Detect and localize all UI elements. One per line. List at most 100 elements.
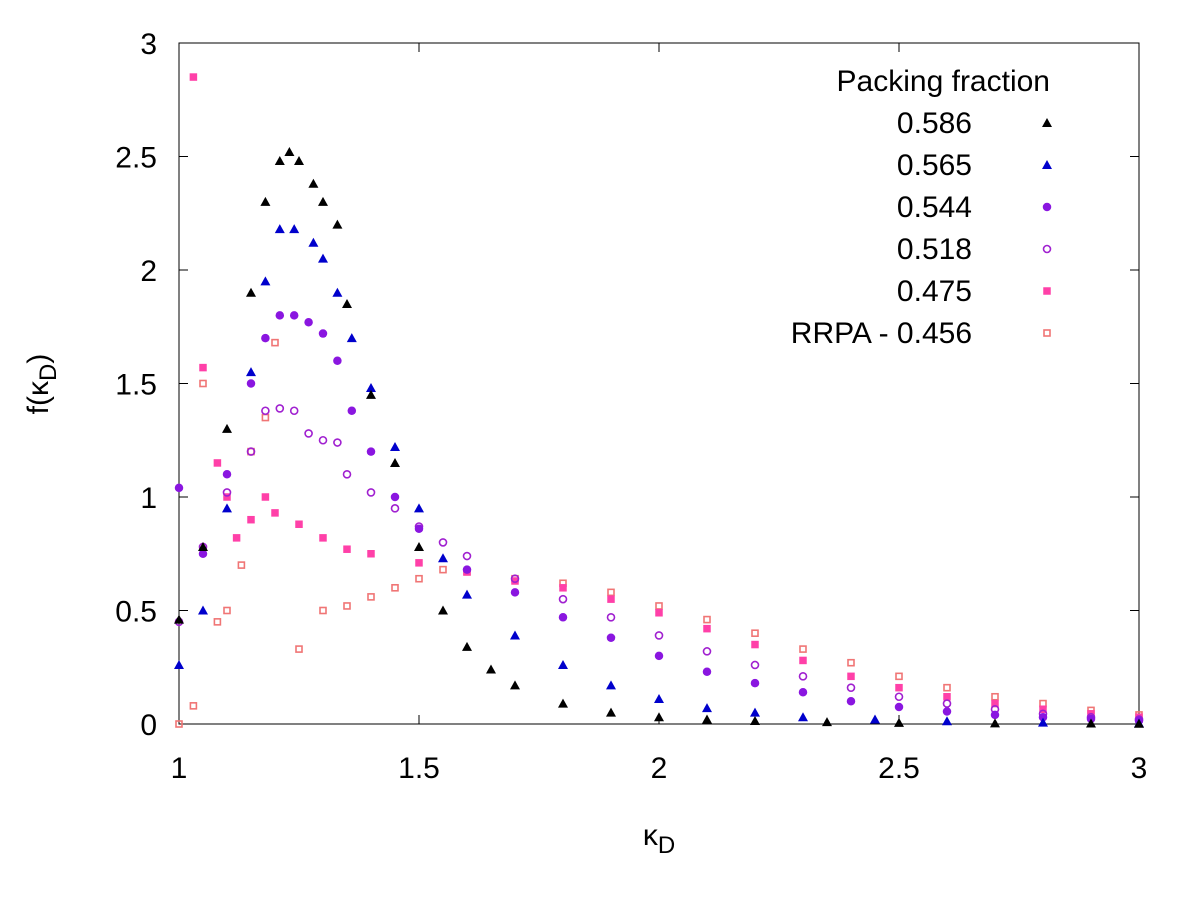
data-point: [942, 707, 952, 716]
series-0-544: [174, 311, 1144, 725]
data-point: [510, 630, 520, 640]
data-point: [702, 714, 712, 724]
y-tick-label: 0.5: [115, 596, 157, 629]
data-point: [895, 683, 903, 692]
data-point: [1134, 718, 1144, 728]
data-point: [750, 678, 760, 688]
data-point: [990, 710, 1000, 720]
data-point: [289, 224, 300, 234]
data-point: [822, 717, 832, 727]
data-point: [438, 538, 448, 547]
data-point: [333, 438, 342, 447]
data-point: [702, 703, 712, 713]
y-tick-label: 2: [140, 255, 157, 288]
data-point: [246, 447, 256, 456]
data-point: [295, 520, 303, 528]
data-point: [510, 588, 520, 597]
data-point: [222, 488, 232, 497]
data-point: [366, 389, 376, 399]
data-point: [332, 219, 343, 229]
legend-label: 0.544: [897, 191, 972, 224]
legend-label: 0.518: [897, 233, 972, 266]
y-axis-label-sub: D: [35, 364, 62, 381]
legend: Packing fraction 0.586 0.565 0.544 0.518 0.4…: [791, 65, 1052, 350]
data-point: [274, 156, 285, 166]
data-point: [558, 659, 568, 669]
data-point: [702, 647, 712, 656]
data-point: [318, 196, 328, 206]
data-point: [198, 541, 208, 551]
data-point: [222, 470, 232, 479]
data-point: [260, 196, 271, 206]
data-point: [750, 707, 760, 717]
data-point: [558, 613, 568, 622]
data-point: [347, 406, 357, 415]
data-point: [367, 550, 375, 558]
data-point: [654, 651, 664, 661]
y-tick-label: 1.5: [115, 369, 157, 402]
legend-marker: [1042, 118, 1052, 127]
data-point: [390, 442, 400, 452]
data-point: [275, 404, 285, 413]
data-point: [942, 699, 952, 708]
data-point: [304, 317, 313, 327]
data-point: [318, 253, 328, 263]
x-tick-label: 2: [651, 752, 668, 785]
data-point: [174, 483, 184, 493]
data-point: [415, 574, 423, 583]
data-point: [895, 672, 903, 681]
data-point: [798, 712, 808, 722]
data-point: [751, 640, 759, 649]
y-axis-label: f(κD): [22, 354, 62, 415]
data-point: [798, 687, 808, 697]
data-point: [655, 609, 663, 617]
data-point: [223, 493, 231, 501]
data-point: [750, 660, 760, 670]
data-point: [990, 718, 1000, 728]
data-point: [390, 492, 400, 502]
data-point: [319, 606, 327, 615]
data-point: [1086, 718, 1096, 728]
data-point: [655, 602, 663, 610]
data-point: [438, 605, 448, 615]
data-point: [284, 146, 295, 156]
legend-label: RRPA - 0.456: [791, 317, 972, 350]
data-point: [189, 702, 198, 710]
y-tick-label: 3: [140, 28, 157, 61]
data-point: [799, 645, 807, 653]
data-point: [751, 629, 759, 638]
series-0-518: [174, 404, 1144, 724]
legend-label: 0.475: [897, 275, 972, 308]
data-point: [308, 178, 319, 188]
data-point: [606, 633, 616, 642]
data-point: [414, 541, 424, 551]
data-point: [213, 459, 222, 467]
legend-marker: [1042, 160, 1052, 169]
y-tick-label: 0: [140, 709, 157, 742]
data-point: [894, 692, 904, 702]
data-point: [222, 423, 232, 433]
series-0-475: [189, 73, 1143, 721]
data-point: [199, 363, 207, 372]
data-point: [606, 680, 616, 690]
data-point: [271, 509, 279, 517]
data-point: [274, 224, 285, 234]
data-point: [415, 559, 423, 567]
y-tick-label: 2.5: [115, 142, 157, 175]
data-point: [366, 383, 376, 393]
data-point: [750, 716, 760, 726]
x-axis-label: κD: [643, 819, 675, 859]
data-point: [174, 614, 184, 624]
data-point: [275, 311, 285, 320]
data-point: [511, 577, 519, 585]
tick-group: 1 1.5 2 2.5 3 0 0.5 1 1.5 2 2.5 3: [115, 28, 1147, 785]
data-point: [213, 618, 222, 626]
data-point: [558, 594, 568, 604]
data-point: [943, 693, 951, 701]
legend-label: 0.565: [897, 149, 972, 182]
data-point: [439, 565, 447, 574]
y-tick-label: 1: [140, 482, 157, 515]
data-point: [304, 429, 313, 438]
data-point: [367, 593, 375, 601]
data-point: [295, 645, 303, 653]
